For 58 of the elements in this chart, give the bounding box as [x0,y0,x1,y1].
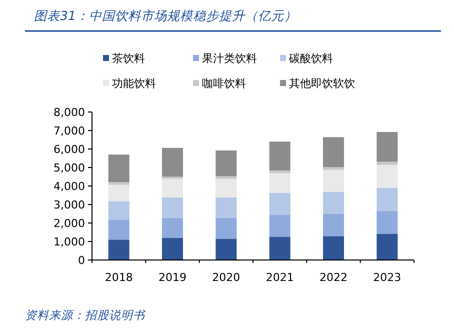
bar [323,137,344,168]
y-tick-label: 2,000 [54,217,85,230]
x-tick-label: 2020 [212,271,240,284]
bar [162,238,183,260]
bar [323,170,344,192]
bar [376,162,398,165]
x-tick-label: 2019 [158,271,186,284]
bar [108,240,130,260]
bar [216,150,237,176]
bar [269,142,290,170]
x-tick-label: 2018 [104,271,133,284]
bar [376,234,398,260]
legend-label: 果汁类饮料 [202,52,257,65]
y-tick-label: 0 [78,254,85,267]
bar [162,197,183,218]
bar [216,238,237,260]
bar [269,170,290,174]
x-tick-label: 2022 [320,271,348,284]
bar [108,154,130,182]
bar [162,218,183,238]
bar [376,132,398,162]
bar [376,188,398,211]
bar [108,182,130,185]
bar [323,192,344,214]
bar [323,167,344,170]
bar [323,214,344,236]
bar [269,193,290,215]
bar [269,173,290,194]
y-tick-label: 6,000 [54,143,85,156]
y-tick-label: 7,000 [54,124,85,138]
y-tick-label: 3,000 [54,198,85,212]
legend-label: 咖啡饮料 [202,77,246,90]
bar [162,148,183,177]
bar [108,184,130,202]
chart-title: 图表31：中国饮料市场规模稳步提升（亿元） [34,8,297,23]
legend-label: 其他即饮软饮 [289,77,355,90]
legend-label: 功能饮料 [112,77,156,90]
y-tick-label: 4,000 [54,180,85,193]
bar [376,210,398,234]
bar [162,178,183,198]
bar [216,218,237,239]
y-tick-label: 1,000 [54,236,85,248]
x-tick-label: 2021 [266,271,294,284]
text: 资料来源：招股说明书 [25,308,146,322]
bar [376,164,398,188]
bar [323,236,344,260]
bar [108,201,130,220]
bar [216,197,237,218]
bar [216,176,237,179]
y-tick-label: 8,000 [54,106,85,119]
legend-label: 茶饮料 [112,52,145,65]
y-tick-label: 5,000 [54,162,85,174]
x-tick-label: 2023 [373,271,402,284]
bar [269,214,290,237]
bar [269,236,290,260]
bar [216,178,237,198]
legend-label: 碳酸饮料 [288,52,333,65]
bar [108,220,130,240]
